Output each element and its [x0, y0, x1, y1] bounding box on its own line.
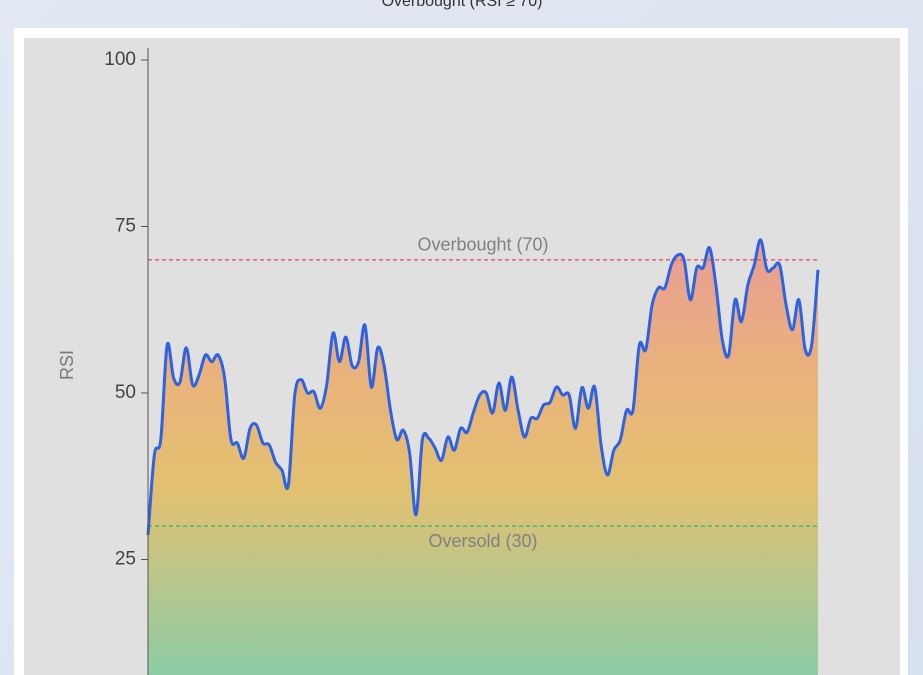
line — [146, 238, 820, 535]
area — [148, 239, 818, 675]
y-tick-label: 75 — [115, 216, 136, 237]
y-tick-label: 100 — [104, 49, 136, 70]
y-tick-label: 50 — [115, 382, 136, 403]
threshold-label: Overbought (70) — [417, 235, 548, 255]
y-tick-label: 25 — [115, 549, 136, 570]
threshold-label: Oversold (30) — [428, 531, 537, 551]
y-axis-label: RSI — [57, 350, 77, 380]
subtitle: Overbought (RSI ≥ 70) — [382, 0, 543, 10]
